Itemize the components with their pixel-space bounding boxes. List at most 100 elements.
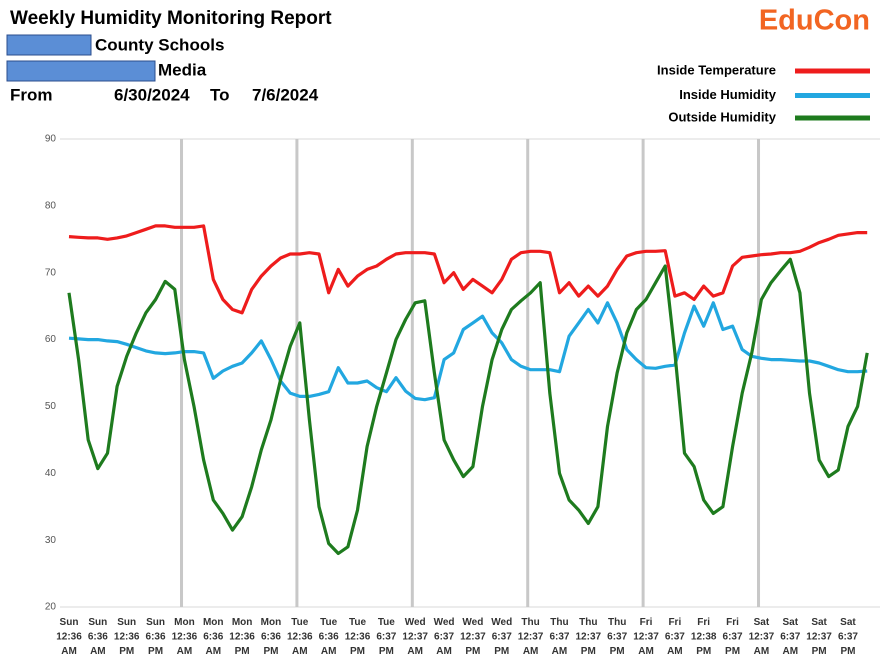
- x-tick-label-line: PM: [379, 646, 394, 657]
- x-tick-label-line: 12:36: [229, 631, 255, 642]
- x-tick-label: Thu 6:37 AM: [549, 617, 569, 657]
- x-tick-label-line: AM: [436, 646, 452, 657]
- x-tick-label-line: AM: [407, 646, 423, 657]
- legend-label: Inside Temperature: [657, 62, 776, 77]
- x-tick-label-line: Fri: [697, 617, 710, 628]
- x-tick-label-line: 6:37: [492, 631, 512, 642]
- to-date: 7/6/2024: [252, 85, 319, 104]
- x-tick-label-line: AM: [177, 646, 193, 657]
- x-tick-label: Sun 6:36 AM: [88, 617, 108, 657]
- x-tick-label-line: 12:37: [518, 631, 544, 642]
- x-tick-label: Wed 6:37 AM: [434, 617, 455, 657]
- x-tick-label: Fri 6:37 PM: [723, 617, 743, 657]
- x-tick-label: Sun 12:36 PM: [114, 617, 140, 657]
- x-tick-label-line: AM: [782, 646, 798, 657]
- x-tick-label-line: Thu: [608, 617, 626, 628]
- x-tick-label-line: PM: [494, 646, 509, 657]
- x-tick-label-line: Mon: [261, 617, 282, 628]
- site-name: Media: [158, 60, 207, 79]
- x-tick-label-line: AM: [754, 646, 770, 657]
- x-tick-label-line: Fri: [726, 617, 739, 628]
- x-tick-label: Mon 12:36 PM: [229, 617, 255, 657]
- x-tick-label-line: Sun: [60, 617, 79, 628]
- x-tick-label: Wed 12:37 AM: [402, 617, 428, 657]
- x-tick-label-line: 6:37: [780, 631, 800, 642]
- x-tick-label-line: 6:37: [838, 631, 858, 642]
- x-tick-label-line: 12:37: [460, 631, 486, 642]
- x-tick-label-line: Sat: [840, 617, 856, 628]
- x-tick-label-line: 6:37: [665, 631, 685, 642]
- x-tick-label-line: Fri: [640, 617, 653, 628]
- x-tick-label-line: PM: [581, 646, 596, 657]
- x-tick-label-line: Sat: [811, 617, 827, 628]
- x-tick-label-line: Fri: [668, 617, 681, 628]
- x-tick-label-line: Tue: [291, 617, 308, 628]
- x-tick-label: Mon 12:36 AM: [172, 617, 198, 657]
- y-tick-label: 20: [45, 602, 57, 613]
- x-tick-label-line: 6:37: [723, 631, 743, 642]
- to-label: To: [210, 85, 230, 104]
- x-tick-label-line: 12:36: [114, 631, 140, 642]
- x-tick-label-line: Sat: [754, 617, 770, 628]
- y-tick-label: 90: [45, 134, 57, 145]
- x-tick-label-line: Tue: [349, 617, 366, 628]
- x-tick-label-line: Mon: [232, 617, 253, 628]
- x-tick-label-line: AM: [61, 646, 77, 657]
- x-tick-label-line: 12:38: [691, 631, 717, 642]
- x-tick-label-line: Thu: [550, 617, 568, 628]
- redacted-box: [6, 60, 156, 82]
- x-tick-label: Sat 12:37 AM: [749, 617, 775, 657]
- x-tick-label-line: Wed: [405, 617, 426, 628]
- x-tick-label-line: Wed: [434, 617, 455, 628]
- y-tick-label: 50: [45, 401, 57, 412]
- x-tick-label-line: 12:36: [287, 631, 313, 642]
- x-tick-label-line: 6:37: [376, 631, 396, 642]
- logo: EduCon: [759, 5, 870, 37]
- x-tick-label-line: Sun: [117, 617, 136, 628]
- x-tick-label-line: Mon: [203, 617, 224, 628]
- x-tick-label-line: Wed: [462, 617, 483, 628]
- x-tick-label-line: 6:37: [434, 631, 454, 642]
- x-tick-label: Tue 12:36 PM: [345, 617, 371, 657]
- x-tick-label-line: Thu: [579, 617, 597, 628]
- x-tick-label: Fri 6:37 AM: [665, 617, 685, 657]
- x-tick-label-line: AM: [552, 646, 568, 657]
- from-date: 6/30/2024: [114, 85, 190, 104]
- x-tick-label-line: 12:37: [749, 631, 775, 642]
- x-tick-label: Thu 12:37 AM: [518, 617, 544, 657]
- series-line: [67, 257, 869, 556]
- x-tick-label-line: PM: [119, 646, 134, 657]
- x-tick-label-line: 12:37: [576, 631, 602, 642]
- x-tick-label: Thu 12:37 PM: [576, 617, 602, 657]
- x-tick-label-line: PM: [725, 646, 740, 657]
- x-tick-label-line: Tue: [378, 617, 395, 628]
- x-tick-label: Fri 12:37 AM: [633, 617, 659, 657]
- report-title: Weekly Humidity Monitoring Report: [10, 8, 332, 29]
- x-tick-label-line: 6:37: [549, 631, 569, 642]
- x-tick-label-line: AM: [292, 646, 308, 657]
- y-tick-label: 80: [45, 200, 57, 211]
- x-tick-label: Sun 12:36 AM: [56, 617, 82, 657]
- x-tick-label-line: AM: [523, 646, 539, 657]
- y-tick-label: 30: [45, 535, 57, 546]
- x-tick-label: Tue 6:36 AM: [319, 617, 339, 657]
- y-tick-label: 70: [45, 267, 57, 278]
- x-tick-label: Sat 6:37 PM: [838, 617, 858, 657]
- x-tick-label-line: PM: [610, 646, 625, 657]
- x-tick-label-line: 12:37: [633, 631, 659, 642]
- x-tick-label-line: 12:36: [345, 631, 371, 642]
- x-tick-label-line: AM: [638, 646, 654, 657]
- x-tick-label-line: PM: [235, 646, 250, 657]
- x-tick-label-line: PM: [465, 646, 480, 657]
- x-tick-label-line: AM: [667, 646, 683, 657]
- y-tick-label: 60: [45, 334, 57, 345]
- x-tick-label-line: PM: [840, 646, 855, 657]
- x-tick-label-line: Tue: [320, 617, 337, 628]
- x-tick-label-line: 6:36: [261, 631, 281, 642]
- x-tick-label-line: 6:36: [319, 631, 339, 642]
- x-tick-label-line: Sat: [782, 617, 798, 628]
- x-tick-label-line: AM: [321, 646, 337, 657]
- x-tick-label: Wed 12:37 PM: [460, 617, 486, 657]
- x-tick-label: Mon 6:36 PM: [261, 617, 282, 657]
